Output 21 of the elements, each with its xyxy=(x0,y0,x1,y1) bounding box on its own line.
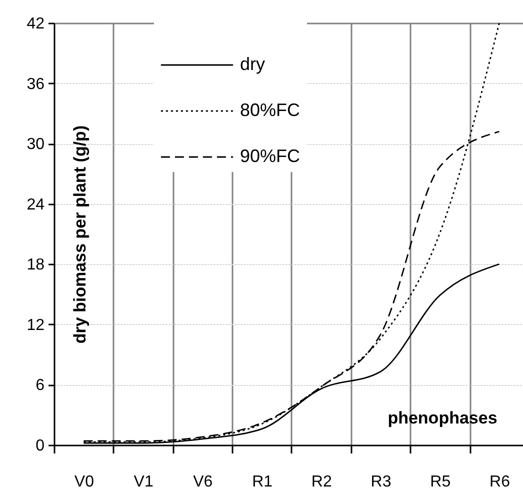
legend-label: 90%FC xyxy=(240,146,300,166)
y-tick-label: 42 xyxy=(26,16,45,32)
x-axis-title: phenophases xyxy=(388,408,498,428)
y-axis-title: dry biomass per plant (g/p) xyxy=(70,125,90,344)
x-tick-label: R2 xyxy=(311,474,332,490)
x-tick-label: V1 xyxy=(134,474,154,490)
y-tick-label: 0 xyxy=(36,438,45,454)
x-tick-label: V6 xyxy=(193,474,213,490)
x-tick-label: R6 xyxy=(490,474,510,490)
legend-label: dry xyxy=(240,54,266,74)
x-tick-label: R1 xyxy=(252,474,273,490)
y-tick-label: 24 xyxy=(26,196,45,214)
y-tick-label: 6 xyxy=(36,377,45,394)
y-tick-label: 12 xyxy=(26,316,45,334)
x-tick-label: R5 xyxy=(430,474,451,490)
x-tick-label: R3 xyxy=(370,474,392,490)
y-tick-label: 18 xyxy=(26,256,45,274)
y-tick-label: 36 xyxy=(26,76,45,93)
x-tick-label: V0 xyxy=(74,474,94,490)
y-tick-label: 30 xyxy=(26,136,45,154)
legend-label: 80%FC xyxy=(240,100,300,120)
